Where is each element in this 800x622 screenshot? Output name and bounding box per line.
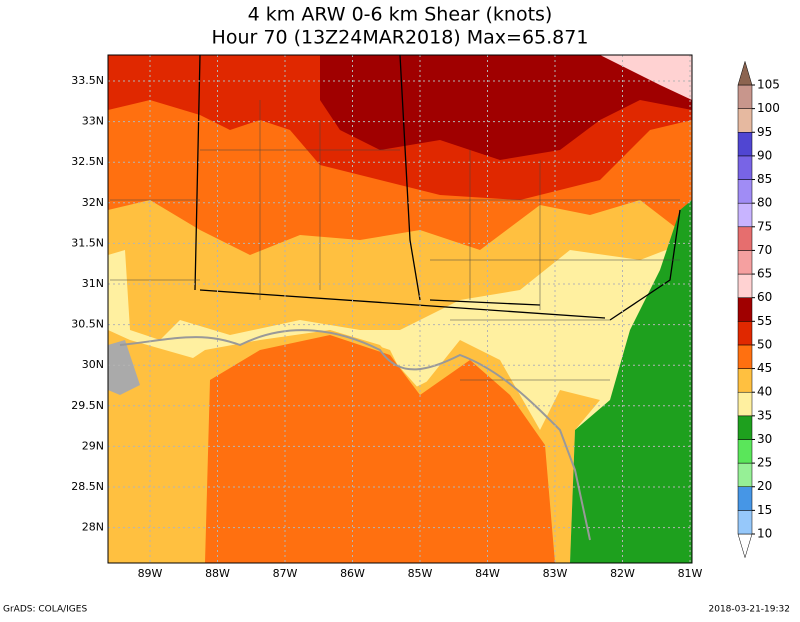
lat-label: 30N (82, 358, 104, 371)
land-mask (108, 340, 140, 395)
color-bin (737, 108, 753, 133)
colorbar-label: 75 (757, 219, 772, 233)
map (107, 54, 693, 564)
color-bin (737, 84, 753, 109)
lon-label: 86W (340, 567, 365, 580)
lon-label: 84W (475, 567, 500, 580)
lat-label: 33N (82, 115, 104, 128)
colorbar-label: 90 (757, 148, 772, 162)
colorbar-label: 40 (757, 385, 772, 399)
shade (108, 240, 692, 563)
color-bin (737, 321, 753, 346)
color-bin (737, 439, 753, 464)
lat-label: 32.5N (71, 155, 104, 168)
colorbar-label: 35 (757, 408, 772, 422)
lon-label: 88W (205, 567, 230, 580)
lat-label: 29N (82, 439, 104, 452)
colorbar-label: 25 (757, 456, 772, 470)
lat-label: 28N (82, 521, 104, 534)
color-bin (737, 202, 753, 228)
color-bin (737, 226, 753, 251)
colorbar-label: 70 (757, 243, 772, 257)
state-border (194, 55, 681, 321)
colorbar-label: 100 (757, 101, 780, 115)
colorbar-label: 95 (757, 125, 772, 139)
color-bin (737, 273, 753, 298)
axis-labels: 33.5N 33N 32.5N 32N 31.5N 31N 30.5N 30N 29.5N 29N… (71, 74, 702, 580)
lat-label: 29.5N (71, 399, 104, 412)
lon-label: 83W (543, 567, 568, 580)
color-bin (737, 486, 753, 511)
colorbar-label: 10 (757, 527, 772, 541)
color-bin (737, 297, 753, 322)
grid (108, 55, 692, 563)
lon-label: 82W (610, 567, 635, 580)
lat-label: 32N (82, 196, 104, 209)
coastline (119, 329, 591, 541)
color-bin (737, 368, 753, 393)
colorbar-label: 85 (757, 172, 772, 186)
color-bin (737, 344, 753, 369)
colorbar-label: 15 (757, 503, 772, 517)
shade (205, 335, 555, 563)
colorbar-label: 65 (757, 267, 772, 281)
title-line: 4 km ARW 0-6 km Shear (knots) (248, 4, 553, 26)
lat-label: 30.5N (71, 318, 104, 331)
colorbar-label: 80 (757, 196, 772, 210)
color-bin (737, 533, 753, 559)
color-bin (737, 391, 753, 417)
title-line: Hour 70 (13Z24MAR2018) Max=65.871 (212, 27, 589, 49)
colorbar-label: 45 (757, 361, 772, 375)
colorbar-label: 55 (757, 314, 772, 328)
color-bin (737, 132, 753, 157)
lon-label: 87W (273, 567, 298, 580)
color-bin (737, 155, 753, 180)
color-bin (737, 179, 753, 204)
colorbar-label: 50 (757, 337, 772, 351)
map-frame (107, 54, 693, 564)
lon-label: 85W (408, 567, 433, 580)
colorbar-label: 105 (757, 78, 780, 92)
colorbar-label: 30 (757, 432, 772, 446)
color-bin (737, 250, 753, 275)
color-bin (737, 60, 753, 86)
color-bin (737, 510, 753, 535)
shade (570, 200, 692, 563)
lon-label: 81W (678, 567, 703, 580)
lat-label: 33.5N (71, 74, 104, 87)
color-bin (737, 415, 753, 440)
footer-right: 2018-03-21-19:32 (709, 605, 791, 615)
lat-label: 31N (82, 277, 104, 290)
color-bin (737, 462, 753, 487)
colorbar: 10 15 20 25 30 35 40 45 50 55 60 65 70 75 80 85 90 95 100 1… (737, 60, 780, 559)
lat-label: 31.5N (71, 236, 104, 249)
lon-label: 89W (138, 567, 163, 580)
colorbar-label: 20 (757, 479, 772, 493)
colorbar-label: 60 (757, 290, 772, 304)
footer-left: GrADS: COLA/IGES (3, 605, 87, 615)
lat-label: 28.5N (71, 480, 104, 493)
